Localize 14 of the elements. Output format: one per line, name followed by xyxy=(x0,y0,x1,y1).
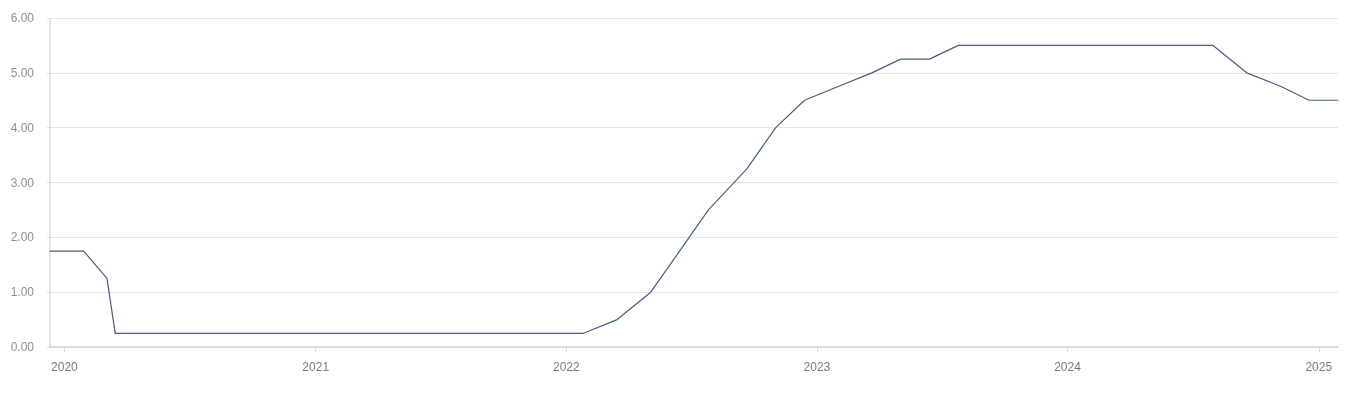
y-tick-label: 3.00 xyxy=(10,175,35,190)
x-tick-label: 2025 xyxy=(1305,360,1333,374)
y-tick-label: 5.00 xyxy=(10,65,35,80)
y-tick-label: 6.00 xyxy=(10,11,35,25)
y-tick-label: 1.00 xyxy=(10,285,35,300)
y-tick-label: 4.00 xyxy=(10,120,35,135)
y-tick-label: 2.00 xyxy=(10,230,35,245)
y-tick-label: 0.00 xyxy=(10,340,35,354)
x-tick-label: 2023 xyxy=(803,360,831,374)
x-tick-label: 2021 xyxy=(302,360,330,374)
line-series xyxy=(49,44,1339,334)
x-tick-label: 2020 xyxy=(51,360,79,374)
x-tick-label: 2022 xyxy=(552,360,580,374)
x-tick-label: 2024 xyxy=(1054,360,1082,374)
